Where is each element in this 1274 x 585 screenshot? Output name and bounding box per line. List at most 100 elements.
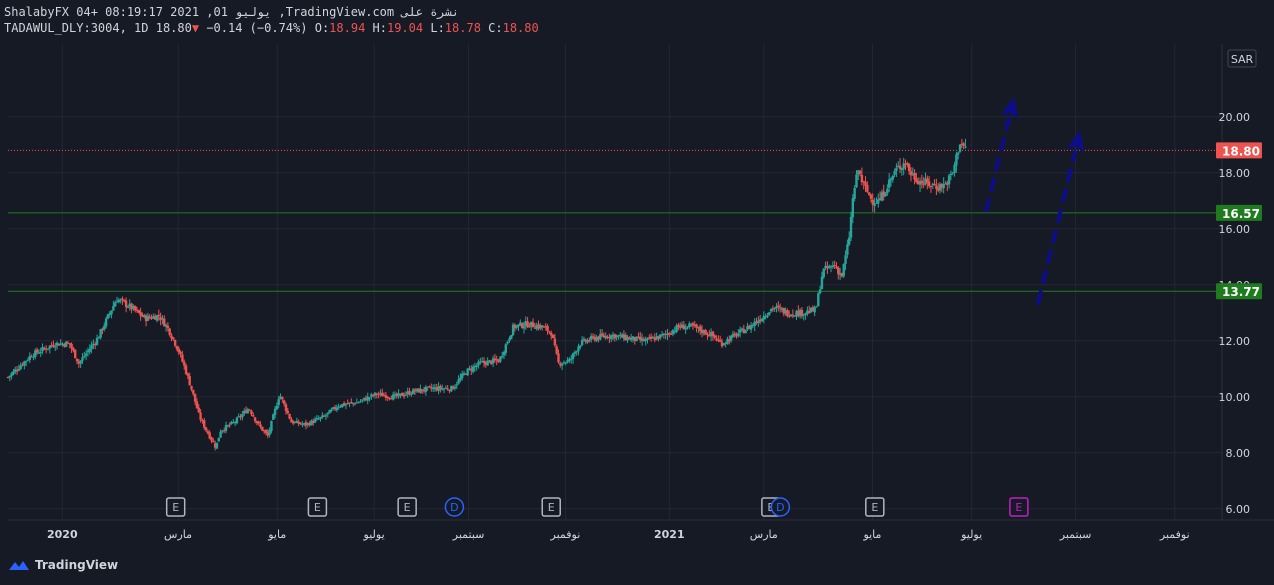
candle-body: [439, 386, 442, 389]
candle-body: [515, 325, 518, 328]
candle-body: [48, 345, 51, 349]
candle-body: [793, 315, 796, 317]
candle-body: [117, 299, 121, 303]
candle-body: [266, 432, 270, 436]
candle-body: [918, 181, 922, 185]
candle-body: [691, 323, 695, 326]
candle-body: [695, 324, 698, 328]
candle-body: [500, 356, 504, 358]
candle-body: [50, 344, 53, 346]
candle-body: [261, 426, 264, 431]
candle-body: [824, 265, 827, 268]
candle-body: [297, 421, 300, 424]
candle-body: [595, 337, 598, 341]
drawn-arrows[interactable]: [983, 97, 1085, 305]
candle-body: [869, 194, 873, 199]
tradingview-watermark[interactable]: TradingView: [8, 558, 118, 572]
candle-body: [326, 412, 329, 415]
y-tick-label: 20.00: [1219, 111, 1251, 124]
candle-body: [324, 415, 328, 417]
candle-body: [689, 324, 693, 326]
candle-body: [659, 334, 662, 339]
horizontal-levels: [8, 149, 1222, 292]
candle-body: [926, 178, 929, 183]
symbol-label[interactable]: TADAWUL_DLY:3004, 1D: [4, 21, 149, 35]
high-label: H:: [372, 21, 387, 35]
candle-body: [909, 171, 913, 176]
candle-body: [784, 310, 787, 314]
candle-body: [333, 407, 337, 410]
candle-body: [746, 326, 749, 330]
candle-body: [889, 178, 893, 181]
candle-body: [359, 401, 362, 403]
candle-body: [570, 358, 573, 360]
candle-body: [330, 409, 333, 412]
price-chart[interactable]: EEEDEEDEE 6.008.0010.0012.0014.0016.0018…: [0, 44, 1274, 585]
candle-body: [789, 314, 793, 317]
candle-body: [762, 315, 765, 320]
candle-body: [428, 386, 431, 388]
candle-body: [244, 410, 248, 414]
candle-body: [488, 360, 491, 362]
candle-body: [348, 402, 351, 404]
candle-body: [622, 334, 626, 339]
low-label: L:: [430, 21, 445, 35]
candle-body: [230, 421, 233, 425]
candle-body: [753, 321, 756, 326]
candle-body: [820, 276, 824, 290]
candle-body: [731, 334, 735, 337]
candle-body: [92, 343, 95, 346]
candle-body: [393, 394, 397, 396]
candle-body: [606, 336, 609, 339]
close-value: 18.80: [502, 21, 539, 35]
candle-body: [391, 394, 395, 400]
candle-body: [384, 395, 388, 398]
candle-body: [808, 311, 811, 313]
candle-body: [106, 314, 110, 319]
candle-body: [188, 375, 191, 386]
candle-body: [444, 387, 448, 389]
candle-body: [148, 316, 151, 318]
candle-body: [83, 356, 86, 358]
support-price-label-bg: [1216, 283, 1262, 300]
candle-body: [878, 198, 882, 201]
candle-body: [880, 192, 884, 201]
candle-body: [726, 339, 729, 344]
candle-body: [431, 387, 435, 390]
y-tick-label: 10.00: [1219, 391, 1251, 404]
candle-body: [17, 369, 21, 371]
candle-body: [43, 348, 46, 350]
candle-body: [682, 325, 686, 330]
candle-body: [495, 359, 498, 361]
candle-body: [922, 183, 925, 185]
axes: 6.008.0010.0012.0014.0016.0018.0020.0020…: [8, 44, 1274, 541]
candle-body: [66, 342, 70, 344]
candle-body: [831, 265, 835, 268]
candle-body: [457, 379, 460, 384]
candle-body: [811, 307, 815, 312]
candle-body: [669, 333, 673, 335]
candle-body: [780, 308, 784, 310]
candle-body: [177, 348, 180, 353]
candle-body: [837, 267, 840, 275]
candle-body: [150, 317, 153, 319]
candle-body: [342, 403, 346, 406]
candle-body: [68, 343, 71, 345]
candle-body: [584, 339, 587, 342]
candle-body: [279, 396, 282, 400]
candle-body: [226, 425, 230, 427]
candle-body: [660, 334, 664, 336]
candle-body: [800, 309, 804, 317]
candle-body: [370, 394, 373, 397]
candle-body: [341, 404, 344, 408]
candle-body: [944, 183, 947, 185]
candle-body: [875, 202, 878, 204]
candle-body: [657, 335, 660, 340]
candle-body: [64, 341, 68, 348]
candle-body: [192, 389, 195, 394]
candle-body: [898, 165, 902, 169]
candle-body: [221, 430, 224, 432]
candle-body: [157, 314, 160, 317]
event-marker-label: E: [548, 501, 555, 514]
open-value: 18.94: [329, 21, 366, 35]
